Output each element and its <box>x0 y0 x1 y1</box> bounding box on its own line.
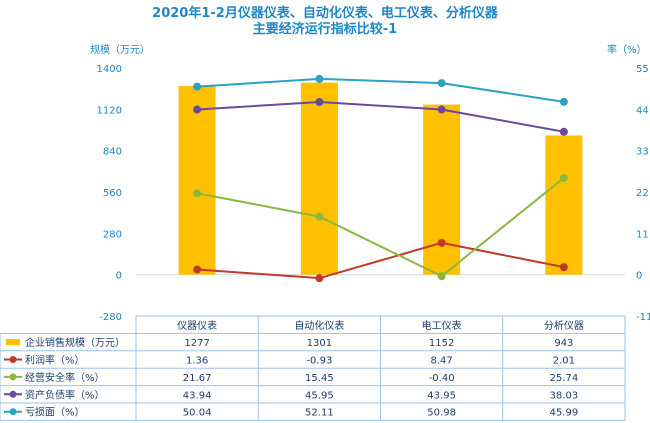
y2-tick-label: 55 <box>636 64 649 75</box>
series-point <box>193 189 202 198</box>
data-label: 38.03 <box>550 390 579 401</box>
y-tick-label: -280 <box>99 312 122 323</box>
bar <box>423 104 461 275</box>
legend-label: 资产负债率（%） <box>25 388 105 401</box>
legend-label: 利润率（%） <box>25 354 85 367</box>
bar <box>178 86 216 275</box>
data-label: 2.01 <box>553 356 575 367</box>
data-label: 1277 <box>184 338 209 349</box>
y2-tick-label: 44 <box>636 105 649 116</box>
y2-tick-label: 22 <box>636 188 649 199</box>
series-line <box>196 177 565 278</box>
series-point <box>437 105 446 114</box>
series-line <box>197 77 565 103</box>
legend-marker <box>9 356 17 363</box>
bar <box>545 135 583 275</box>
data-label: 1152 <box>429 338 454 349</box>
series-point <box>193 82 202 91</box>
y2-tick-label: 11 <box>636 229 649 240</box>
data-label: 45.99 <box>550 408 579 419</box>
data-label: 43.95 <box>427 390 456 401</box>
series-point <box>193 265 202 274</box>
series-line <box>197 241 565 280</box>
data-label: 50.04 <box>183 408 212 419</box>
series-point <box>559 263 568 272</box>
data-label: 25.74 <box>550 373 579 384</box>
series-point <box>559 173 568 182</box>
series-point <box>193 105 202 114</box>
series-point <box>559 97 568 106</box>
series-point <box>559 127 568 136</box>
data-label: 15.45 <box>305 373 334 384</box>
data-label: 1301 <box>307 338 332 349</box>
legend-label: 企业销售规模（万元） <box>25 336 125 349</box>
category-label: 电工仪表 <box>422 319 462 332</box>
series-line <box>197 101 565 133</box>
y-tick-label: 0 <box>116 271 122 282</box>
legend-marker <box>9 390 17 398</box>
y-axis-title: 规模（万元） <box>90 43 150 56</box>
legend-marker <box>9 373 17 381</box>
data-label: 43.94 <box>183 390 212 401</box>
data-label: -0.40 <box>429 373 455 384</box>
series-point <box>315 274 324 283</box>
data-label: 52.11 <box>305 408 334 419</box>
data-label: -0.93 <box>306 356 332 367</box>
y2-tick-label: -11 <box>636 312 650 323</box>
y-tick-label: 840 <box>103 147 122 158</box>
bar <box>300 82 338 275</box>
data-label: 943 <box>554 338 573 349</box>
data-label: 50.98 <box>427 408 456 419</box>
y-tick-label: 560 <box>103 188 122 199</box>
legend-label: 经营安全率（%） <box>25 371 105 384</box>
chart-subtitle: 主要经济运行指标比较-1 <box>252 22 398 37</box>
series-point <box>315 74 324 83</box>
legend-swatch <box>6 339 20 346</box>
legend-marker <box>9 408 17 416</box>
data-label: 21.67 <box>183 373 212 384</box>
series-point <box>437 79 446 88</box>
data-label: 8.47 <box>430 356 452 367</box>
category-label: 分析仪器 <box>544 319 584 332</box>
data-label: 45.95 <box>305 390 334 401</box>
series-point <box>315 212 324 221</box>
y2-axis-title: 率（%） <box>607 43 647 56</box>
y-tick-label: 1400 <box>97 64 122 75</box>
chart-title: 2020年1-2月仪器仪表、自动化仪表、电工仪表、分析仪器 <box>152 6 498 21</box>
category-label: 仪器仪表 <box>177 319 217 332</box>
legend-label: 亏损面（%） <box>25 406 85 419</box>
series-point <box>437 238 446 247</box>
y-tick-label: 1120 <box>97 105 122 116</box>
y2-tick-label: 33 <box>636 147 649 158</box>
series-point <box>315 98 324 107</box>
series-point <box>437 272 446 281</box>
y2-tick-label: 0 <box>636 271 642 282</box>
category-label: 自动化仪表 <box>294 319 344 332</box>
y-tick-label: 280 <box>103 229 122 240</box>
data-label: 1.36 <box>186 356 208 367</box>
